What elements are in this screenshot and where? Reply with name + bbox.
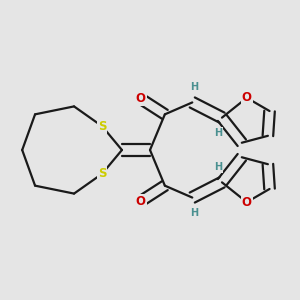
Text: S: S (98, 120, 106, 133)
Text: H: H (190, 208, 198, 218)
Text: O: O (136, 92, 146, 105)
Text: S: S (98, 167, 106, 180)
Text: H: H (214, 128, 222, 138)
Text: O: O (242, 91, 252, 104)
Text: H: H (214, 162, 222, 172)
Text: O: O (136, 195, 146, 208)
Text: H: H (190, 82, 198, 92)
Text: O: O (242, 196, 252, 209)
